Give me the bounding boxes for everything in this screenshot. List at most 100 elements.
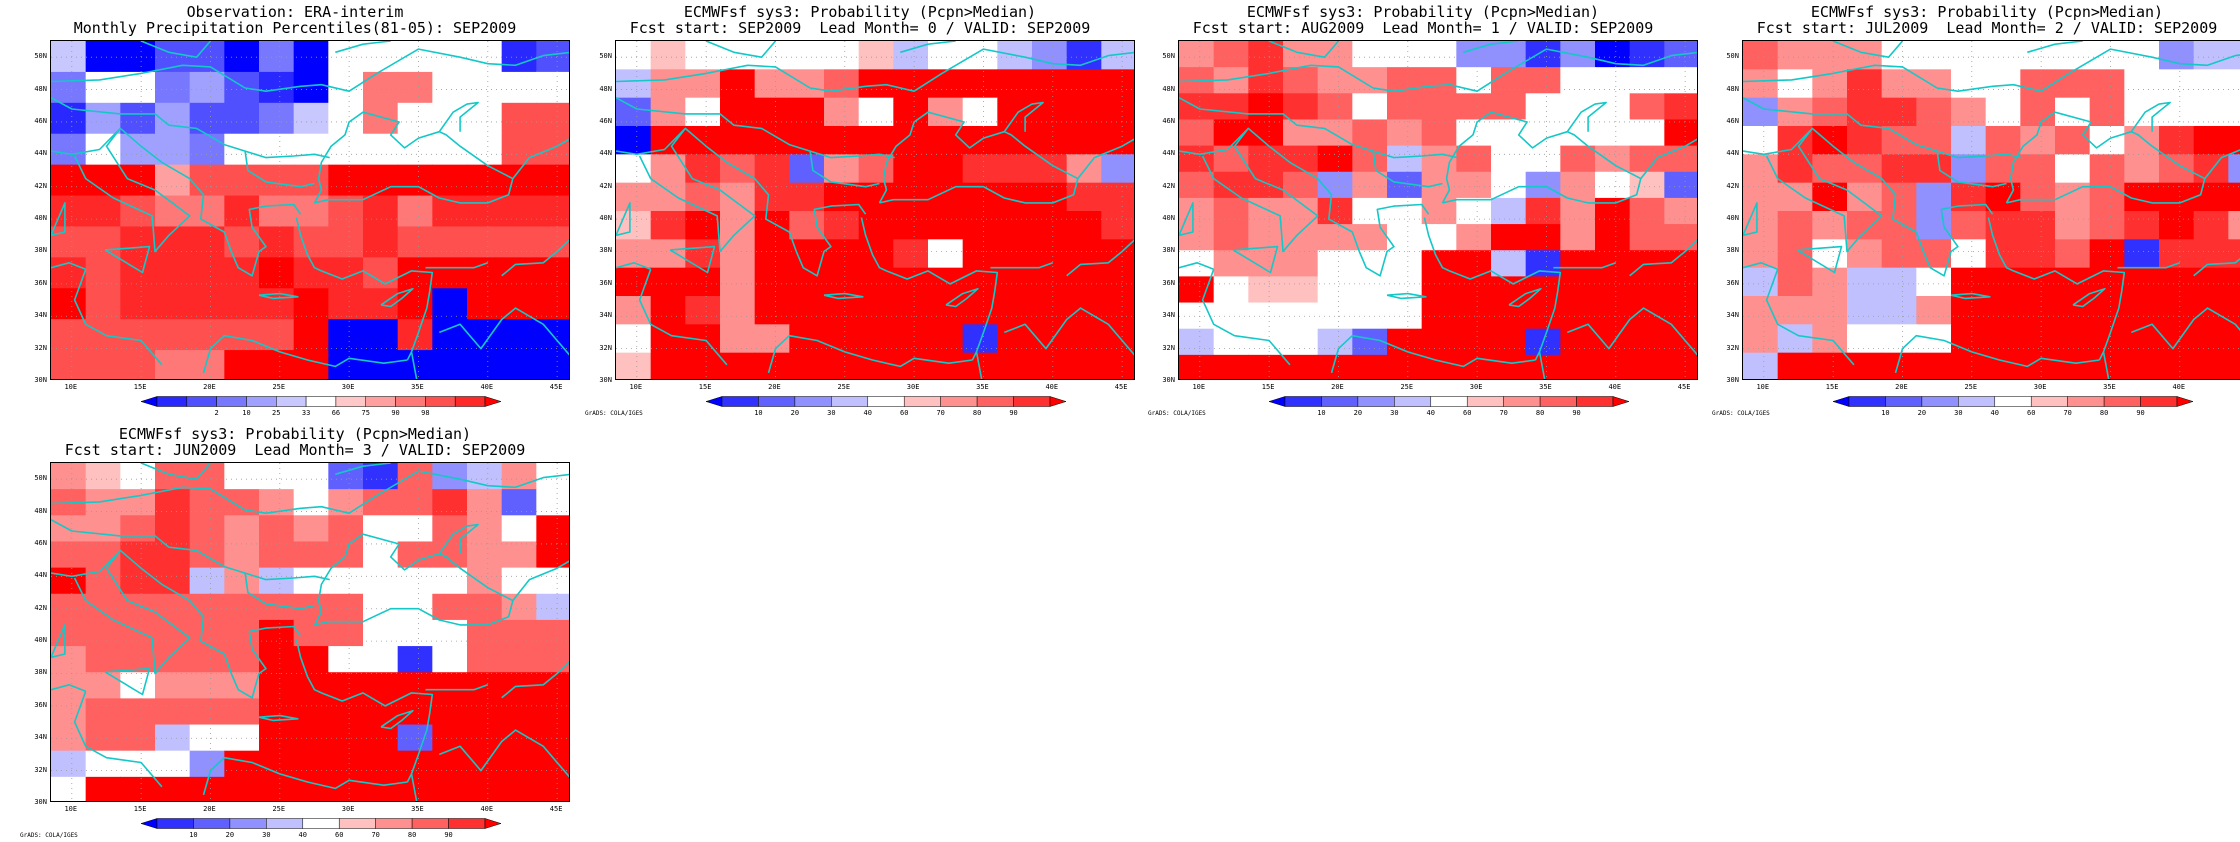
map-frame — [50, 40, 570, 380]
colorbar-label: 30 — [1390, 409, 1399, 417]
colorbar-label: 75 — [361, 409, 370, 417]
grid-cell — [1881, 296, 1917, 325]
grid-cell — [1283, 276, 1319, 304]
grid-cell — [536, 750, 569, 778]
grid-cell — [224, 672, 260, 699]
grid-cell — [293, 288, 329, 320]
grid-cell — [120, 164, 156, 197]
colorbar-swatch — [1284, 396, 1322, 407]
grid-cell — [155, 195, 191, 228]
grid-cell — [1032, 154, 1068, 184]
colorbar-swatch — [1994, 396, 2032, 407]
coastline — [1423, 217, 1562, 361]
grid-cell — [1317, 250, 1353, 277]
coastline — [512, 560, 569, 602]
grid-cell — [1595, 224, 1631, 251]
panel-title-line-2: Monthly Precipitation Percentiles(81-05)… — [73, 19, 517, 37]
grid-cell — [328, 164, 364, 197]
grid-cell — [224, 71, 260, 104]
grid-cell — [432, 350, 468, 379]
grid-cell — [685, 182, 721, 212]
grid-cell — [858, 211, 894, 240]
grid-cell — [501, 567, 537, 595]
grid-cell — [1032, 182, 1068, 212]
grid-cell — [1951, 126, 1987, 155]
grid-cell — [293, 619, 329, 647]
colorbar-swatch — [411, 818, 449, 829]
lon-tick-label: 35E — [976, 383, 989, 391]
grid-cell — [1352, 197, 1388, 225]
grid-cell — [2020, 296, 2056, 325]
colorbar-swatch — [484, 396, 502, 407]
colorbar-swatch — [831, 396, 869, 407]
grid-cell — [155, 288, 191, 320]
map-panel-4: ECMWFsf sys3: Probability (Pcpn>Median) F… — [1712, 0, 2240, 420]
grid-cell — [224, 619, 260, 647]
grid-cell — [120, 724, 156, 752]
grid-cell — [824, 41, 860, 70]
grid-cell — [858, 296, 894, 325]
grid-cell — [928, 126, 964, 155]
grid-cell — [1248, 354, 1284, 379]
grid-cell — [962, 69, 998, 99]
lon-tick-label: 35E — [2103, 383, 2116, 391]
grid-cell — [1664, 276, 1697, 304]
grid-cell — [328, 593, 364, 621]
grid-cell — [432, 593, 468, 621]
grid-cell — [1881, 211, 1917, 240]
grid-cell — [293, 71, 329, 104]
grid-cell — [467, 319, 503, 351]
grid-cell — [259, 619, 295, 647]
grid-cell — [1525, 276, 1561, 304]
grid-cell — [363, 750, 399, 778]
grid-cell — [293, 515, 329, 543]
grid-cell — [189, 698, 225, 726]
grid-cell — [1066, 126, 1102, 155]
lat-tick-label: 50N — [1162, 52, 1175, 61]
grid-cell — [155, 489, 191, 516]
lat-tick-label: 30N — [599, 376, 612, 384]
grid-cell — [397, 489, 433, 516]
grid-cell — [467, 288, 503, 320]
coastline — [202, 756, 408, 796]
grid-cell — [1985, 239, 2021, 269]
colorbar-swatch — [2067, 396, 2105, 407]
grid-cell — [85, 319, 121, 351]
grid-cell — [1213, 354, 1249, 379]
grid-cell — [824, 126, 860, 155]
grid-cell — [2193, 126, 2229, 155]
grid-cell — [536, 195, 569, 228]
grid-cell — [720, 97, 756, 127]
coastline — [616, 48, 1134, 93]
grid-cell — [1664, 224, 1697, 251]
grid-cell — [501, 71, 537, 104]
colorbar-label: 20 — [1353, 409, 1363, 417]
grid-cell — [189, 724, 225, 752]
lon-tick-label: 20E — [1331, 383, 1344, 391]
lon-tick-label: 45E — [1677, 383, 1691, 391]
grid-cell — [1101, 352, 1134, 379]
grid-cell — [467, 350, 503, 379]
colorbar-swatch — [2140, 396, 2178, 407]
grid-cell — [997, 97, 1033, 127]
coastline — [823, 292, 864, 300]
grid-cell — [858, 182, 894, 212]
grid-cell — [189, 102, 225, 135]
grads-credit: GrADS: COLA/IGES — [1148, 410, 1206, 417]
grid-cell — [650, 69, 686, 99]
grid-cell — [1881, 69, 1917, 99]
grid-cell — [1101, 126, 1134, 155]
grid-cell — [720, 267, 756, 297]
grid-cell — [397, 226, 433, 258]
coastline — [1538, 351, 1546, 379]
colorbar-label: 10 — [754, 409, 763, 417]
grid-cell — [501, 646, 537, 673]
grid-cell — [1881, 182, 1917, 212]
grid-cell — [2228, 97, 2240, 127]
grid-cell — [467, 619, 503, 647]
grid-cell — [616, 41, 652, 70]
grid-cell — [2089, 296, 2125, 325]
grid-cell — [1525, 67, 1561, 94]
grid-cell — [155, 672, 191, 699]
grid-cell — [120, 776, 156, 801]
